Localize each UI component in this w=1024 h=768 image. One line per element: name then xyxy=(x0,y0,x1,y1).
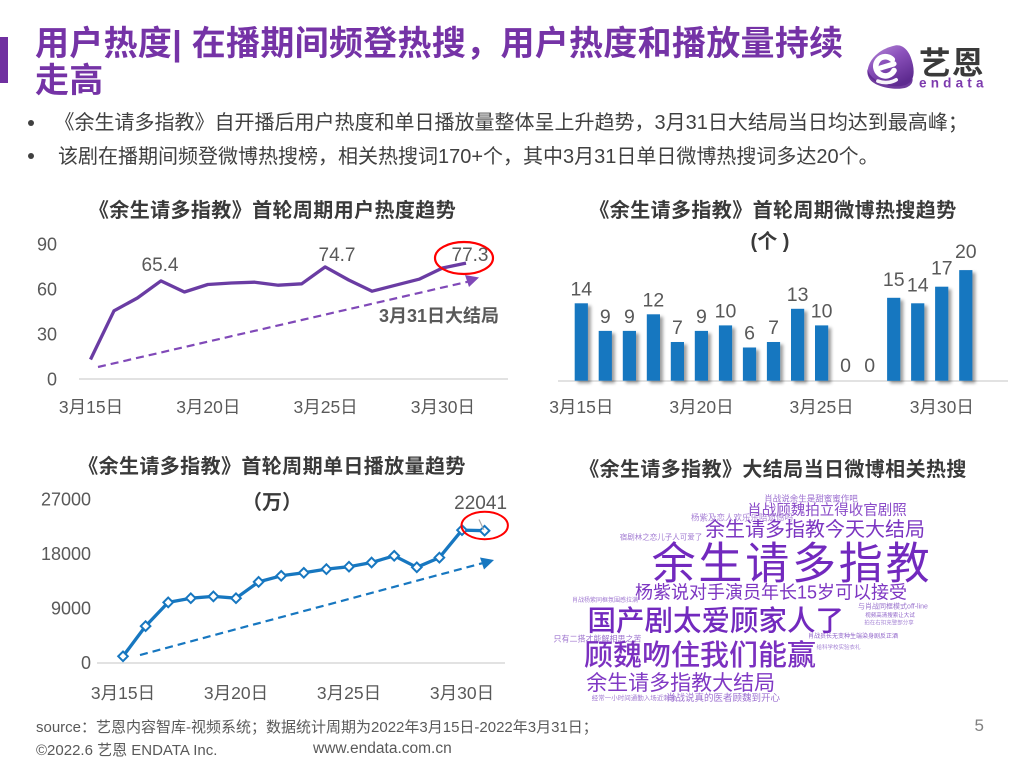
svg-text:国产剧太爱顾家人了: 国产剧太爱顾家人了 xyxy=(587,605,844,637)
svg-text:宿剧林之恋儿子人可爱了: 宿剧林之恋儿子人可爱了 xyxy=(620,532,703,542)
svg-text:3月25日: 3月25日 xyxy=(293,397,357,417)
svg-text:与肖战同框模式off-line: 与肖战同框模式off-line xyxy=(858,602,928,611)
svg-text:3月15日: 3月15日 xyxy=(91,683,155,703)
svg-text:3月25日: 3月25日 xyxy=(789,397,853,417)
svg-text:肖战说余生是甜蜜蜜作吧: 肖战说余生是甜蜜蜜作吧 xyxy=(764,494,858,504)
svg-text:余生请多指教大结局: 余生请多指教大结局 xyxy=(586,672,775,695)
svg-text:10: 10 xyxy=(811,300,833,322)
svg-text:视频高清搜索让大试: 视频高清搜索让大试 xyxy=(865,611,915,619)
svg-text:9: 9 xyxy=(600,306,611,328)
svg-text:艺恩: 艺恩 xyxy=(919,45,985,81)
svg-text:肖战顾魏拍立得收官剧照: 肖战顾魏拍立得收官剧照 xyxy=(747,502,907,519)
svg-text:74.7: 74.7 xyxy=(319,245,356,266)
svg-text:9: 9 xyxy=(696,306,707,328)
svg-text:肖战员长无变种生端染身剧反正酒: 肖战员长无变种生端染身剧反正酒 xyxy=(808,632,898,640)
svg-text:3月31日大结局: 3月31日大结局 xyxy=(379,306,499,326)
svg-text:0: 0 xyxy=(47,370,57,390)
svg-text:27000: 27000 xyxy=(41,490,91,510)
svg-text:杨紫说对手演员年长15岁可以接受: 杨紫说对手演员年长15岁可以接受 xyxy=(635,583,907,603)
svg-text:17: 17 xyxy=(931,258,953,280)
svg-text:14: 14 xyxy=(907,274,929,296)
svg-text:《余生请多指教》大结局当日微博相关热搜: 《余生请多指教》大结局当日微博相关热搜 xyxy=(579,457,967,481)
svg-text:拍在右扣充警部分享: 拍在右扣充警部分享 xyxy=(864,619,914,627)
svg-text:6: 6 xyxy=(744,323,755,345)
svg-text:60: 60 xyxy=(37,280,57,300)
svg-text:肖战杨紫同框氛围感拉满: 肖战杨紫同框氛围感拉满 xyxy=(572,596,638,604)
svg-text:3月30日: 3月30日 xyxy=(430,683,494,703)
svg-text:90: 90 xyxy=(37,235,57,255)
svg-text:《余生请多指教》首轮周期单日播放量趋势: 《余生请多指教》首轮周期单日播放量趋势 xyxy=(78,454,466,478)
svg-text:给科学校实验衣礼: 给科学校实验衣礼 xyxy=(816,643,861,651)
svg-text:（万）: （万） xyxy=(242,491,302,514)
svg-text:3月30日: 3月30日 xyxy=(910,397,974,417)
svg-text:9: 9 xyxy=(624,306,635,328)
svg-text:12: 12 xyxy=(643,289,665,311)
svg-text:经常一小时间通勤入场近刺激: 经常一小时间通勤入场近刺激 xyxy=(592,693,677,702)
svg-text:顾魏吻住我们能赢: 顾魏吻住我们能赢 xyxy=(584,639,816,672)
svg-text:《余生请多指教》首轮周期微博热搜趋势: 《余生请多指教》首轮周期微博热搜趋势 xyxy=(589,198,956,222)
svg-text:endata: endata xyxy=(919,76,988,91)
svg-text:30: 30 xyxy=(37,325,57,345)
svg-text:0: 0 xyxy=(81,653,91,673)
svg-text:7: 7 xyxy=(672,317,683,339)
svg-text:3月30日: 3月30日 xyxy=(411,397,475,417)
svg-text:77.3: 77.3 xyxy=(452,245,489,266)
svg-text:20: 20 xyxy=(955,241,977,263)
svg-text:3月15日: 3月15日 xyxy=(549,397,613,417)
svg-text:10: 10 xyxy=(715,300,737,322)
svg-text:杨紫及恋人欢乐乐陪遗憾吗: 杨紫及恋人欢乐乐陪遗憾吗 xyxy=(691,513,793,523)
svg-text:余生请多指教: 余生请多指教 xyxy=(652,540,933,589)
svg-text:14: 14 xyxy=(570,278,592,300)
svg-text:7: 7 xyxy=(768,317,779,339)
svg-text:肖战说真的医者顾魏到开心: 肖战说真的医者顾魏到开心 xyxy=(666,692,781,704)
svg-text:只有二搭才能解相思之苦: 只有二搭才能解相思之苦 xyxy=(554,634,642,644)
svg-text:3月25日: 3月25日 xyxy=(317,683,381,703)
svg-text:0: 0 xyxy=(864,355,875,377)
svg-text:9000: 9000 xyxy=(51,599,91,619)
svg-text:0: 0 xyxy=(840,355,851,377)
svg-text:3月15日: 3月15日 xyxy=(59,397,123,417)
svg-text:3月20日: 3月20日 xyxy=(669,397,733,417)
svg-text:3月20日: 3月20日 xyxy=(176,397,240,417)
svg-text:22041: 22041 xyxy=(454,493,507,514)
svg-text:18000: 18000 xyxy=(41,544,91,564)
svg-text:3月20日: 3月20日 xyxy=(204,683,268,703)
svg-text:15: 15 xyxy=(883,269,905,291)
svg-text:《余生请多指教》首轮周期用户热度趋势: 《余生请多指教》首轮周期用户热度趋势 xyxy=(89,198,456,222)
svg-text:(个 ): (个 ) xyxy=(751,230,790,253)
svg-text:余生请多指教今天大结局: 余生请多指教今天大结局 xyxy=(705,518,925,541)
svg-text:13: 13 xyxy=(787,284,809,306)
svg-text:65.4: 65.4 xyxy=(142,255,179,276)
